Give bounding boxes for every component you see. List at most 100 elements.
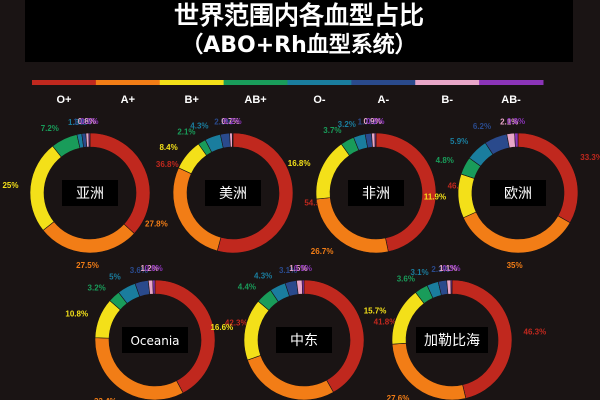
slice-label-4-7: 0.6% [145, 264, 163, 273]
slice-label-6-3: 3.6% [397, 274, 415, 283]
slice-label-5-5: 3.1% [279, 266, 297, 275]
donut-slice-0-2 [29, 145, 62, 231]
legend-label-5: A- [378, 94, 390, 106]
region-label-3: 欧洲 [504, 186, 532, 202]
legend-label-0: O+ [56, 94, 71, 106]
slice-label-0-4: 1.3% [68, 118, 86, 127]
slice-label-6-6: 1.1% [439, 264, 457, 273]
slice-label-5-6: 1.5% [289, 264, 307, 273]
slice-label-1-4: 4.3% [190, 121, 208, 130]
slice-label-2-2: 16.8% [288, 159, 311, 168]
region-label-box-2 [348, 180, 404, 206]
region-label-box-6 [416, 327, 488, 353]
slice-label-4-3: 3.2% [88, 283, 106, 292]
slice-label-3-3: 4.8% [436, 156, 454, 165]
region-label-0: 亚洲 [76, 186, 104, 202]
slice-label-2-6: 0.9% [363, 117, 381, 126]
slice-label-5-0: 41.8% [374, 318, 397, 327]
slice-label-1-7: 0.2% [223, 117, 241, 126]
legend-swatch-4 [287, 80, 352, 85]
slice-label-0-2: 25% [2, 181, 18, 190]
donut-slice-2-2 [315, 143, 350, 200]
slice-label-4-0: 42.3% [225, 319, 248, 328]
donut-slice-3-1 [462, 211, 571, 254]
slice-label-3-0: 33.3% [580, 153, 600, 162]
slice-label-2-1: 26.7% [311, 247, 334, 256]
slice-label-2-3: 3.7% [323, 126, 341, 135]
donut-slice-3-0 [517, 132, 579, 224]
slice-label-3-5: 6.2% [473, 122, 491, 131]
slice-label-1-2: 8.4% [159, 143, 177, 152]
slice-label-5-7: 0.5% [294, 264, 312, 273]
slice-label-2-4: 3.2% [338, 120, 356, 129]
legend-label-7: AB- [501, 94, 521, 106]
donut-slice-3-7 [514, 132, 519, 148]
slice-label-6-5: 2.3% [431, 265, 449, 274]
legend-label-4: O- [313, 94, 326, 106]
donut-slice-5-1 [247, 355, 334, 400]
slice-label-6-7: 0.3% [442, 264, 460, 273]
donut-slice-2-7 [374, 132, 377, 148]
slice-label-5-2: 16.6% [210, 323, 233, 332]
slice-label-3-7: 0.9% [507, 117, 525, 126]
slice-label-4-5: 3.6% [130, 266, 148, 275]
donut-slice-5-7 [301, 279, 305, 295]
region-label-box-1 [205, 180, 261, 206]
title-banner: 世界范围内各血型占比 （ABO+Rh血型系统） [25, 0, 573, 62]
legend-label-3: AB+ [244, 94, 266, 106]
donut-slice-0-7 [88, 132, 91, 148]
slice-label-5-4: 4.3% [254, 271, 272, 280]
slice-label-2-7: 0.3% [366, 117, 384, 126]
slice-label-4-1: 33.4% [94, 397, 117, 400]
donut-slice-1-7 [231, 132, 234, 148]
slice-label-1-3: 2.1% [177, 128, 195, 137]
legend-swatch-6 [415, 80, 480, 85]
region-label-5: 中东 [290, 333, 318, 349]
legend-swatch-1 [95, 80, 161, 85]
slice-label-0-0: 36.8% [156, 160, 179, 169]
legend-swatch-2 [159, 80, 225, 85]
chart-title: 世界范围内各血型占比 [173, 1, 424, 30]
slice-label-6-1: 27.6% [387, 394, 410, 400]
donut-slice-3-2 [457, 173, 477, 219]
slice-label-6-0: 46.3% [524, 328, 547, 337]
slice-label-1-5: 2.5% [214, 118, 232, 127]
legend-label-6: B- [441, 94, 453, 106]
slice-label-4-4: 5% [109, 273, 121, 282]
slice-label-4-2: 10.8% [65, 309, 88, 318]
slice-label-3-2: 11.9% [424, 193, 446, 202]
legend-swatch-3 [223, 80, 288, 85]
slice-label-0-6: 0.8% [78, 117, 96, 126]
slice-label-6-4: 3.1% [410, 268, 428, 277]
slice-label-6-2: 15.7% [364, 306, 387, 315]
region-label-box-3 [490, 180, 546, 206]
slice-label-0-7: 0.3% [80, 117, 98, 126]
slice-label-2-5: 1.7% [358, 118, 376, 127]
legend-label-2: B+ [185, 94, 199, 106]
slice-label-1-1: 27.8% [145, 219, 168, 228]
slice-label-1-6: 0.7% [221, 117, 239, 126]
region-label-2: 非洲 [362, 186, 390, 202]
donut-slice-5-2 [243, 300, 270, 361]
slice-label-0-1: 27.5% [76, 261, 99, 270]
region-label-box-0 [62, 180, 118, 206]
donut-slice-6-7 [450, 279, 453, 295]
region-label-box-4 [122, 327, 188, 353]
legend-label-1: A+ [121, 94, 135, 106]
legend-swatch-5 [351, 80, 416, 85]
legend-swatch-7 [479, 80, 544, 85]
slice-label-3-6: 2.1% [500, 118, 518, 127]
donut-slice-0-1 [42, 221, 135, 254]
slice-label-3-1: 35% [507, 261, 523, 270]
slice-label-5-3: 4.4% [238, 282, 256, 291]
slice-label-1-0: 54.5% [304, 199, 327, 208]
region-label-6: 加勒比海 [424, 333, 480, 349]
region-label-1: 美洲 [219, 186, 247, 202]
slice-label-3-4: 5.9% [450, 137, 468, 146]
chart-subtitle: （ABO+Rh血型系统） [181, 33, 417, 58]
region-label-box-5 [276, 327, 332, 353]
donut-slice-4-7 [152, 279, 156, 295]
slice-label-0-3: 7.2% [41, 124, 59, 133]
region-label-4: Oceania [130, 334, 179, 348]
